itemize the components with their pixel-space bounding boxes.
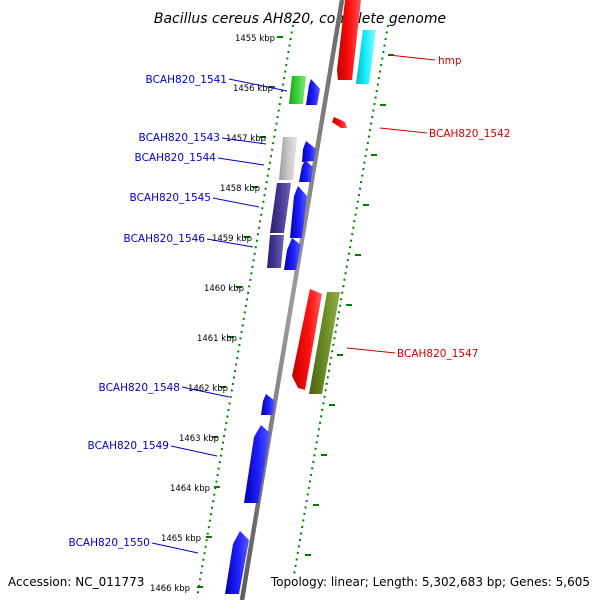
gene-BCAH820_1543-partner-feature[interactable] (302, 141, 316, 162)
accession-label: Accession: NC_011773 (8, 575, 144, 589)
kbp-label-1466: 1466 kbp (150, 584, 190, 594)
gene-BCAH820_1546-feature[interactable] (267, 235, 284, 268)
gene-label-BCAH820_1549[interactable]: BCAH820_1549 (88, 440, 169, 452)
gene-BCAH820_1546-partner-feature[interactable] (284, 238, 301, 270)
kbp-label-1459: 1459 kbp (212, 234, 252, 244)
left-ruler-strand (196, 24, 294, 599)
gene-hmp-partner-feature[interactable] (356, 30, 376, 84)
gene-label-BCAH820_1543[interactable]: BCAH820_1543 (139, 132, 220, 144)
kbp-label-1458: 1458 kbp (220, 184, 260, 194)
kbp-label-1456: 1456 kbp (233, 84, 273, 94)
kbp-label-1462: 1462 kbp (188, 384, 228, 394)
kbp-label-1463: 1463 kbp (179, 434, 219, 444)
right-ruler-strand (293, 24, 389, 576)
left-ruler-major-ticks (197, 36, 283, 588)
gene-label-BCAH820_1542[interactable]: BCAH820_1542 (429, 128, 510, 140)
gene-BCAH820_1541-feature[interactable] (306, 79, 320, 105)
left-leader-lines (151, 78, 288, 554)
gene-BCAH820_1548-feature[interactable] (261, 394, 275, 415)
genome-backbone (239, 0, 345, 600)
gene-BCAH820_1542-feature[interactable] (332, 117, 347, 128)
gene-label-BCAH820_1547[interactable]: BCAH820_1547 (397, 348, 478, 360)
gene-label-BCAH820_1545[interactable]: BCAH820_1545 (130, 192, 211, 204)
map-title: Bacillus cereus AH820, complete genome (154, 11, 446, 27)
kbp-label-1455: 1455 kbp (235, 34, 275, 44)
gene-BCAH820_1549-feature[interactable] (244, 425, 270, 503)
kbp-labels: 1455 kbp 1456 kbp 1457 kbp 1458 kbp 1459… (150, 34, 275, 594)
gene-BCAH820_1541-partner-feature[interactable] (289, 76, 306, 104)
kbp-label-1464: 1464 kbp (170, 484, 210, 494)
kbp-label-1457: 1457 kbp (226, 134, 266, 144)
gene-BCAH820_1547-feature[interactable] (292, 289, 322, 390)
gene-BCAH820_1547-partner-feature[interactable] (309, 292, 340, 394)
gene-hmp-feature[interactable] (337, 0, 361, 80)
gene-BCAH820_1550-feature[interactable] (225, 531, 249, 594)
gene-BCAH820_1545-partner-feature[interactable] (290, 186, 307, 238)
gene-BCAH820_1543-feature[interactable] (279, 137, 297, 180)
gene-BCAH820_1544-feature[interactable] (299, 160, 313, 182)
kbp-label-1465: 1465 kbp (161, 534, 201, 544)
kbp-label-1460: 1460 kbp (204, 284, 244, 294)
gene-label-hmp[interactable]: hmp (438, 55, 462, 67)
genome-summary-label: Topology: linear; Length: 5,302,683 bp; … (270, 575, 590, 589)
gene-BCAH820_1545-feature[interactable] (270, 183, 291, 233)
gene-label-BCAH820_1541[interactable]: BCAH820_1541 (146, 74, 227, 86)
gene-label-BCAH820_1544[interactable]: BCAH820_1544 (135, 152, 217, 164)
kbp-label-1461: 1461 kbp (197, 334, 237, 344)
gene-label-BCAH820_1548[interactable]: BCAH820_1548 (99, 382, 180, 394)
right-leader-lines (346, 54, 436, 354)
gene-label-BCAH820_1546[interactable]: BCAH820_1546 (124, 233, 206, 245)
gene-label-BCAH820_1550[interactable]: BCAH820_1550 (69, 537, 150, 549)
